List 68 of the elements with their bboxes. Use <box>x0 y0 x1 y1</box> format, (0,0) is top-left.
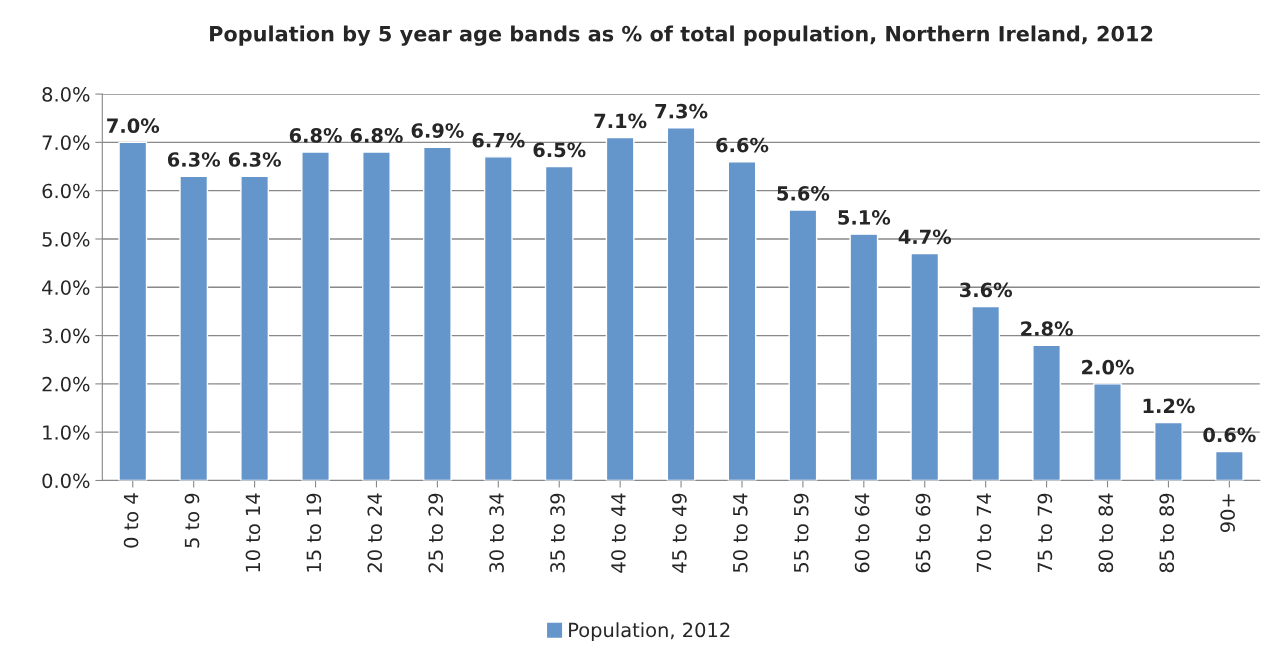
data-label: 6.7% <box>472 132 525 148</box>
bar <box>788 209 818 481</box>
chart-title: Population by 5 year age bands as % of total population, Northern Ireland, 2012 <box>210 25 1153 46</box>
y-tick-label: 3.0% <box>42 328 90 344</box>
bar <box>1032 344 1061 481</box>
x-tick-label: 35 to 39 <box>550 493 565 573</box>
data-label: 7.3% <box>655 103 708 119</box>
bar <box>1214 450 1244 481</box>
data-label: 6.3% <box>167 152 221 167</box>
x-tick-label: 70 to 74 <box>976 493 992 573</box>
data-label: 6.5% <box>533 142 586 158</box>
x-tick-label: 90+ <box>1220 494 1235 533</box>
bar <box>1093 383 1122 481</box>
bar <box>544 165 574 481</box>
bar <box>971 305 1001 481</box>
data-label: 7.1% <box>594 113 647 129</box>
x-tick-label: 65 to 69 <box>915 493 931 573</box>
data-label: 5.1% <box>838 210 891 225</box>
bar <box>118 141 148 481</box>
x-tick-label: 75 to 79 <box>1037 493 1053 573</box>
y-tick-label: 2.0% <box>42 376 90 392</box>
bar <box>422 146 452 481</box>
bar <box>301 151 330 481</box>
y-tick-label: 8.0% <box>42 87 90 102</box>
bar <box>910 252 940 481</box>
data-label: 6.8% <box>350 128 403 143</box>
x-tick-label: 25 to 29 <box>428 493 444 573</box>
bar <box>849 233 879 481</box>
x-tick-label: 30 to 34 <box>489 493 504 573</box>
data-label: 7.0% <box>107 118 160 134</box>
y-tick-label: 7.0% <box>42 135 90 151</box>
y-tick-label: 6.0% <box>42 183 90 199</box>
data-label: 2.8% <box>1021 321 1073 336</box>
x-tick-label: 5 to 9 <box>184 493 200 548</box>
y-tick-label: 4.0% <box>42 280 90 295</box>
x-tick-label: 0 to 4 <box>123 493 139 548</box>
y-tick-label: 5.0% <box>42 231 90 247</box>
bar <box>240 175 270 481</box>
x-tick-label: 50 to 54 <box>732 493 748 573</box>
x-tick-label: 20 to 24 <box>367 493 383 573</box>
data-label: 4.7% <box>898 229 952 245</box>
data-label: 5.6% <box>777 185 830 201</box>
data-label: 6.6% <box>716 137 769 153</box>
x-tick-label: 40 to 44 <box>611 493 626 573</box>
x-tick-label: 45 to 49 <box>672 493 687 573</box>
data-label: 2.0% <box>1082 359 1134 375</box>
bar <box>666 127 696 481</box>
x-tick-label: 15 to 19 <box>306 493 322 572</box>
data-label: 1.2% <box>1143 398 1195 414</box>
bar <box>605 136 635 481</box>
x-tick-label: 55 to 59 <box>793 493 809 573</box>
data-label: 6.9% <box>411 123 464 138</box>
x-tick-label: 85 to 89 <box>1159 493 1175 573</box>
legend-label: Population, 2012 <box>569 622 730 642</box>
bar <box>179 175 209 481</box>
y-tick-label: 1.0% <box>43 425 90 440</box>
y-tick-label: 0.0% <box>42 473 90 489</box>
data-label: 6.3% <box>228 152 281 167</box>
data-label: 3.6% <box>960 282 1013 298</box>
x-tick-label: 80 to 84 <box>1098 493 1114 573</box>
x-tick-label: 60 to 64 <box>854 493 870 573</box>
bar <box>1154 421 1183 481</box>
x-tick-label: 10 to 14 <box>245 493 261 572</box>
data-label: 0.6% <box>1203 427 1256 443</box>
data-label: 6.8% <box>289 128 342 143</box>
bar <box>483 156 513 481</box>
bar <box>362 151 391 481</box>
bar <box>727 161 757 481</box>
